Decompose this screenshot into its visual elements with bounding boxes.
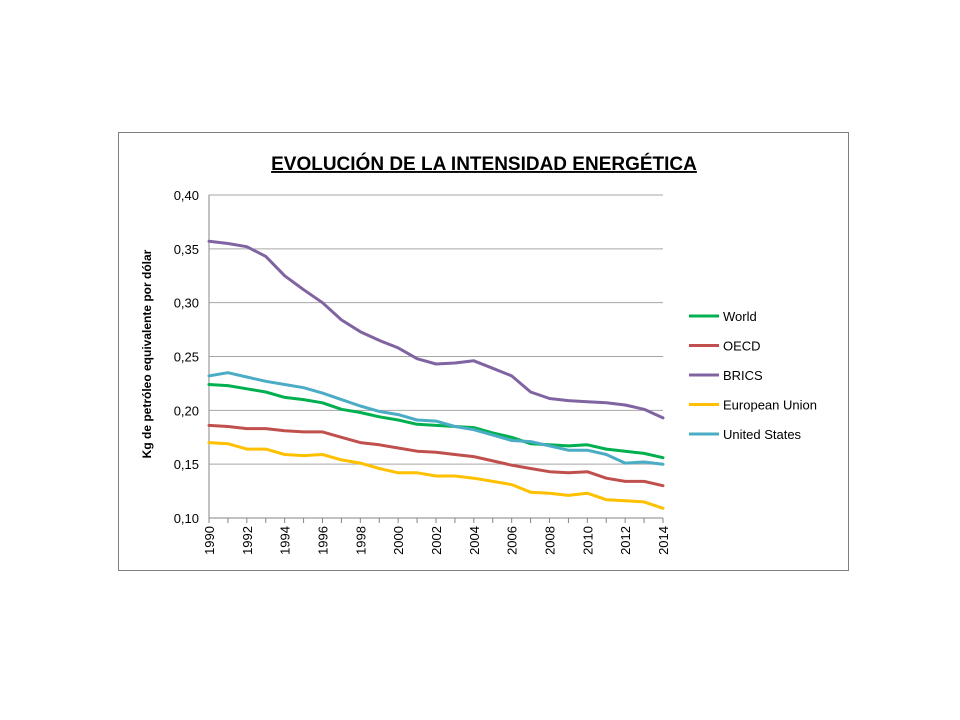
y-tick-label: 0,35	[174, 242, 199, 257]
series-lines	[207, 239, 665, 510]
x-tick-label: 2000	[391, 526, 406, 555]
x-tick-label: 2012	[618, 526, 633, 555]
x-tick-label: 1992	[240, 526, 255, 555]
series-line-oecd	[207, 423, 665, 488]
x-tick-label: 2014	[656, 526, 671, 555]
series-line-world	[207, 383, 665, 460]
series-line-brics	[207, 239, 665, 420]
y-tick-label: 0,10	[174, 511, 199, 526]
series-line-united-states	[207, 371, 665, 466]
chart-frame: EVOLUCIÓN DE LA INTENSIDAD ENERGÉTICA 0,…	[118, 132, 849, 571]
legend-label: European Union	[723, 398, 817, 413]
x-tick-label: 2010	[580, 526, 595, 555]
grid-lines	[209, 194, 663, 465]
x-tick-label: 1994	[278, 526, 293, 555]
legend-label: World	[723, 309, 757, 324]
y-tick-label: 0,25	[174, 350, 199, 365]
chart-svg: EVOLUCIÓN DE LA INTENSIDAD ENERGÉTICA 0,…	[140, 153, 817, 555]
x-tick-label: 1996	[316, 526, 331, 555]
y-axis-label: Kg de petróleo equivalente por dólar	[140, 249, 154, 458]
x-tick-label: 2006	[505, 526, 520, 555]
y-tick-label: 0,20	[174, 403, 199, 418]
y-tick-label: 0,40	[174, 188, 199, 203]
y-tick-label: 0,30	[174, 296, 199, 311]
axes: 0,10 0,15 0,20 0,25 0,30 0,35 0,40 1990 1992 1994…	[174, 188, 671, 555]
x-tick-label: 1990	[202, 526, 217, 555]
legend-label: BRICS	[723, 368, 763, 383]
legend-label: United States	[723, 427, 802, 442]
legend-label: OECD	[723, 339, 761, 354]
legend: World OECD BRICS European Union United State…	[689, 309, 817, 442]
x-tick-label: 1998	[353, 526, 368, 555]
x-tick-label: 2008	[543, 526, 558, 555]
x-tick-label: 2002	[429, 526, 444, 555]
x-tick-label: 2004	[467, 526, 482, 555]
chart-title: EVOLUCIÓN DE LA INTENSIDAD ENERGÉTICA	[271, 153, 697, 175]
y-tick-label: 0,15	[174, 457, 199, 472]
series-line-european-union	[207, 441, 665, 510]
